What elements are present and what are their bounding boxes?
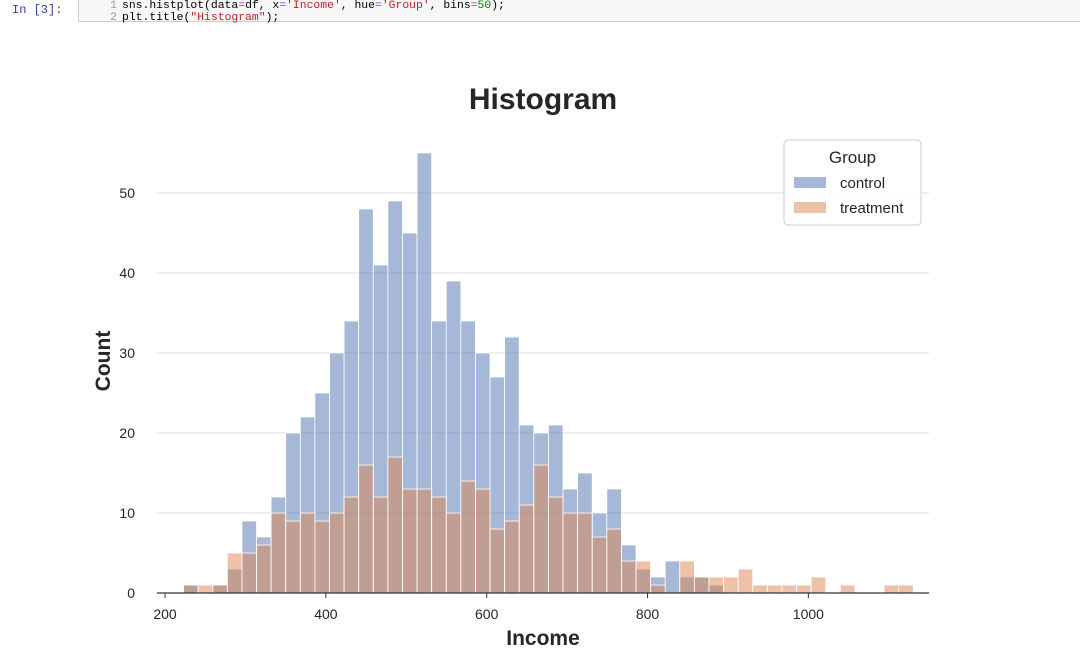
histogram-bar-treatment — [518, 504, 535, 594]
histogram-bar-treatment — [708, 576, 724, 594]
code-token: ); — [491, 0, 505, 12]
histogram-bar-treatment — [212, 584, 228, 594]
histogram-bar-treatment — [314, 520, 330, 594]
histogram-bar-treatment — [285, 520, 301, 594]
y-tick-label: 20 — [119, 425, 135, 441]
chart-title: Histogram — [469, 83, 617, 116]
histogram-bar-treatment — [606, 528, 622, 594]
x-axis-label: Income — [506, 627, 580, 650]
legend-swatch-treatment — [794, 202, 826, 213]
histogram-bar-treatment — [475, 488, 491, 594]
histogram-bar-treatment — [416, 488, 433, 594]
histogram-bar-treatment — [781, 584, 797, 594]
code-line-2: 2 plt.title("Histogram"); — [79, 12, 279, 24]
histogram-bar-treatment — [343, 496, 360, 594]
histogram-bar-treatment — [460, 480, 476, 594]
code-token: , bins — [429, 0, 471, 12]
y-axis-label: Count — [92, 331, 115, 392]
histogram-bar-treatment — [737, 568, 754, 594]
legend-label-control: control — [840, 175, 885, 192]
histogram-bar-treatment — [431, 496, 447, 594]
histogram-bar-treatment — [883, 584, 900, 594]
legend-swatch-control — [794, 177, 826, 188]
legend-label-treatment: treatment — [840, 200, 904, 217]
histogram-bar-treatment — [299, 512, 316, 594]
x-tick-label: 400 — [314, 606, 338, 622]
code-token: 50 — [477, 0, 492, 12]
line-number: 2 — [110, 12, 117, 24]
histogram-bar-treatment — [723, 576, 739, 594]
histogram-bar-treatment — [358, 464, 374, 594]
code-token: df, x — [245, 0, 280, 12]
code-cell-input[interactable]: 1 sns.histplot(data=df, x='Income', hue='… — [78, 0, 1080, 24]
histogram-bar-treatment — [693, 576, 710, 594]
code-token: sns.histplot(data — [122, 0, 239, 12]
histogram-bar-treatment — [270, 512, 287, 594]
histogram-bar-treatment — [226, 552, 243, 594]
histogram-bar-treatment — [402, 488, 418, 594]
x-tick-label: 200 — [153, 606, 177, 622]
histogram-bar-treatment — [445, 512, 462, 594]
histogram-bar-treatment — [577, 512, 593, 594]
y-tick-label: 0 — [127, 585, 135, 601]
code-line-1: 1 sns.histplot(data=df, x='Income', hue='… — [79, 0, 505, 12]
histogram-bar-treatment — [183, 584, 199, 594]
histogram-bar-treatment — [241, 552, 257, 594]
code-token: 'Group' — [381, 0, 430, 12]
code-token: , hue — [340, 0, 375, 12]
y-tick-label: 10 — [119, 505, 135, 521]
x-tick-label: 800 — [636, 606, 660, 622]
histogram-bar-treatment — [329, 512, 345, 594]
histogram-bar-treatment — [562, 512, 579, 594]
legend-title: Group — [829, 148, 876, 167]
histogram-bar-treatment — [650, 584, 666, 594]
histogram-bar-treatment — [621, 560, 637, 594]
histogram-bar-treatment — [372, 496, 389, 594]
histogram-bar-treatment — [679, 560, 695, 594]
histogram-bar-treatment — [489, 528, 506, 594]
histogram-bar-treatment — [387, 456, 403, 594]
histogram-bar-treatment — [635, 560, 651, 594]
histogram-bar-treatment — [197, 584, 214, 594]
y-tick-label: 30 — [119, 345, 135, 361]
histogram-bar-treatment — [591, 536, 608, 594]
code-token: 'Income' — [286, 0, 341, 12]
code-token: plt.title( — [122, 12, 191, 24]
x-tick-label: 1000 — [793, 606, 824, 622]
code-token: = — [279, 0, 287, 12]
histogram-bar-treatment — [796, 584, 812, 594]
histogram-bar-treatment — [533, 464, 549, 594]
histogram-bar-treatment — [810, 576, 827, 594]
y-tick-label: 50 — [119, 185, 135, 201]
histogram-bar-treatment — [256, 544, 272, 594]
histogram-bar-control — [664, 560, 681, 594]
cell-prompt: In [3]: — [12, 3, 63, 17]
code-token: = — [374, 0, 382, 12]
histogram-bar-treatment — [839, 584, 856, 594]
x-tick-label: 600 — [475, 606, 499, 622]
histogram-bar-treatment — [766, 584, 783, 594]
code-token: = — [470, 0, 478, 12]
code-token: = — [238, 0, 246, 12]
histogram-bar-treatment — [752, 584, 768, 594]
histogram-bar-treatment — [504, 520, 520, 594]
line-number: 1 — [110, 0, 117, 12]
code-token: ); — [265, 12, 280, 24]
histogram-bar-treatment — [898, 584, 914, 594]
histogram-bar-treatment — [548, 496, 564, 594]
y-tick-label: 40 — [119, 265, 135, 281]
code-token: "Histogram" — [190, 12, 266, 24]
